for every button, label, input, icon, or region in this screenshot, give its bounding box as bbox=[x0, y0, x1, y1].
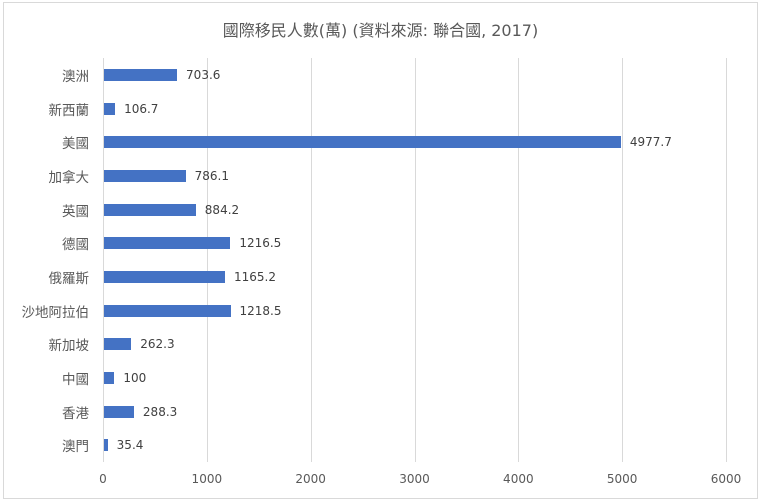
plot-area: 703.6 106.7 4977.7 786.1 884.2 1216.5 1165.2 12… bbox=[103, 58, 727, 462]
bar[interactable] bbox=[104, 102, 116, 115]
data-label: 4977.7 bbox=[629, 135, 672, 150]
x-tick-label: 5000 bbox=[606, 472, 638, 486]
bar[interactable] bbox=[104, 169, 186, 182]
category-label: 俄羅斯 bbox=[48, 270, 90, 287]
bar[interactable] bbox=[104, 338, 132, 351]
data-label: 884.2 bbox=[204, 202, 240, 217]
x-tick-label: 1000 bbox=[191, 472, 223, 486]
bar[interactable] bbox=[104, 371, 115, 384]
data-label: 1218.5 bbox=[239, 303, 282, 318]
bar[interactable] bbox=[104, 68, 178, 81]
data-label: 703.6 bbox=[186, 67, 221, 82]
gridline bbox=[414, 58, 416, 462]
bar[interactable] bbox=[104, 237, 231, 250]
chart-title: 國際移民人數(萬) (資料來源: 聯合國, 2017) bbox=[222, 21, 539, 40]
x-tick-label: 2000 bbox=[295, 472, 326, 486]
bar[interactable] bbox=[104, 405, 134, 418]
category-label: 新西蘭 bbox=[48, 102, 90, 119]
data-label: 1216.5 bbox=[239, 236, 282, 251]
gridline bbox=[206, 58, 208, 462]
bar[interactable] bbox=[104, 304, 231, 317]
category-label: 沙地阿拉伯 bbox=[21, 304, 90, 321]
data-label: 288.3 bbox=[142, 404, 178, 419]
bar[interactable] bbox=[104, 203, 196, 216]
gridline bbox=[726, 58, 727, 462]
data-label: 100 bbox=[123, 370, 147, 385]
category-label: 德國 bbox=[62, 237, 89, 254]
category-label: 英國 bbox=[62, 203, 89, 220]
bar[interactable] bbox=[104, 136, 621, 149]
data-label: 35.4 bbox=[116, 438, 144, 453]
data-label: 1165.2 bbox=[233, 269, 276, 284]
category-label: 新加坡 bbox=[48, 338, 90, 355]
data-label: 786.1 bbox=[194, 168, 229, 183]
gridline bbox=[310, 58, 312, 462]
category-label: 美國 bbox=[62, 136, 89, 153]
gridline bbox=[518, 58, 520, 462]
x-tick-label: 3000 bbox=[399, 472, 430, 486]
gridline bbox=[103, 58, 104, 462]
bar[interactable] bbox=[104, 270, 225, 283]
gridline bbox=[622, 58, 624, 462]
category-label: 澳門 bbox=[62, 439, 89, 456]
category-label: 中國 bbox=[62, 371, 89, 388]
category-label: 澳洲 bbox=[62, 68, 89, 85]
data-label: 106.7 bbox=[124, 101, 159, 116]
category-label: 加拿大 bbox=[48, 169, 90, 186]
bar[interactable] bbox=[104, 439, 108, 452]
x-tick-label: 0 bbox=[99, 472, 107, 486]
category-label: 香港 bbox=[62, 405, 89, 422]
data-label: 262.3 bbox=[140, 337, 175, 352]
x-tick-label: 6000 bbox=[710, 472, 742, 486]
x-tick-label: 4000 bbox=[503, 472, 534, 486]
